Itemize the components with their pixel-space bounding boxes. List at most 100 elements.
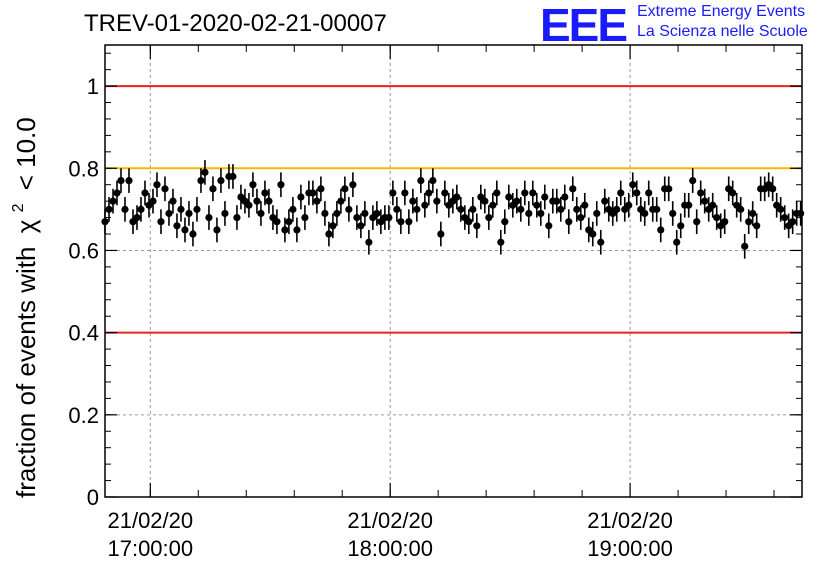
data-point xyxy=(565,218,573,226)
data-point xyxy=(281,226,289,234)
data-point xyxy=(137,205,145,213)
data-point xyxy=(217,177,225,185)
data-point xyxy=(545,222,553,230)
data-point xyxy=(593,209,601,218)
x-tick-label-date: 21/02/20 xyxy=(107,508,193,533)
data-point xyxy=(105,205,113,213)
x-tick-label-date: 21/02/20 xyxy=(347,508,433,533)
data-point xyxy=(249,181,257,189)
y-tick-label: 0 xyxy=(87,485,99,510)
y-axis-label-sup: 2 xyxy=(10,203,27,212)
data-point xyxy=(405,218,413,226)
data-point xyxy=(333,209,341,218)
axes: 0 0.2 0.4 0.6 0.8 1 21/02/20 17:00:00 21/02/20 18… xyxy=(68,45,802,561)
data-point xyxy=(141,189,149,197)
data-point xyxy=(485,213,493,222)
data-point xyxy=(789,218,797,226)
data-point xyxy=(721,218,729,226)
y-axis-label-chi: χ xyxy=(11,219,41,233)
data-point xyxy=(645,189,653,197)
data-point xyxy=(169,197,177,205)
data-point xyxy=(653,205,661,213)
data-point xyxy=(229,172,237,181)
logo-line-2: La Scienza nelle Scuole xyxy=(637,23,808,40)
data-point xyxy=(125,177,133,185)
data-point xyxy=(393,205,401,213)
data-point xyxy=(181,226,189,234)
data-point xyxy=(465,218,473,226)
data-point xyxy=(713,213,721,222)
data-point xyxy=(265,197,273,205)
x-tick-label-time: 17:00:00 xyxy=(107,536,193,561)
data-point xyxy=(749,209,757,218)
data-point xyxy=(689,177,697,185)
data-point xyxy=(693,218,701,226)
data-point xyxy=(421,201,429,209)
y-tick-label: 0.4 xyxy=(68,321,99,346)
data-point xyxy=(781,213,789,222)
data-point xyxy=(437,230,445,238)
data-point xyxy=(513,197,521,205)
data-point xyxy=(153,181,161,189)
data-point xyxy=(493,189,501,197)
data-point xyxy=(797,209,805,218)
logo-mark: EEE xyxy=(540,0,628,51)
data-point xyxy=(397,218,405,226)
data-point xyxy=(657,226,665,234)
data-point xyxy=(173,222,181,230)
data-point xyxy=(641,209,649,218)
data-point xyxy=(769,185,777,193)
data-point xyxy=(489,201,497,209)
data-point xyxy=(177,205,185,213)
data-point xyxy=(273,218,281,226)
data-point xyxy=(221,209,229,218)
data-point xyxy=(309,189,317,197)
data-point xyxy=(385,213,393,222)
data-point xyxy=(597,238,605,246)
data-point xyxy=(349,181,357,189)
data-point xyxy=(157,218,165,226)
data-point xyxy=(529,189,537,197)
y-axis-label-main: fraction of events with xyxy=(11,247,41,498)
data-point xyxy=(201,168,209,176)
data-point xyxy=(425,189,433,197)
data-point xyxy=(753,222,761,230)
data-point xyxy=(193,205,201,213)
data-point xyxy=(337,197,345,205)
data-point xyxy=(341,185,349,193)
data-point xyxy=(293,226,301,234)
data-point xyxy=(117,177,125,185)
data-point xyxy=(561,193,569,201)
data-point xyxy=(433,197,441,205)
data-point xyxy=(617,189,625,197)
data-point xyxy=(521,189,529,197)
data-point xyxy=(161,185,169,193)
x-tick-label-time: 18:00:00 xyxy=(347,536,433,561)
data-point xyxy=(325,230,333,238)
data-point xyxy=(345,205,353,213)
data-point xyxy=(777,205,785,213)
data-point xyxy=(457,205,465,213)
data-point xyxy=(557,205,565,213)
logo-line-1: Extreme Energy Events xyxy=(637,3,806,20)
data-point xyxy=(577,213,585,222)
data-point xyxy=(665,185,673,193)
data-point xyxy=(525,209,533,218)
data-point xyxy=(741,242,749,250)
data-point xyxy=(673,238,681,246)
data-point xyxy=(497,238,505,246)
data-point xyxy=(629,181,637,189)
x-tick-label-date: 21/02/20 xyxy=(587,508,673,533)
data-point xyxy=(729,189,737,197)
data-point xyxy=(257,209,265,218)
data-point xyxy=(709,201,717,209)
data-point xyxy=(569,185,577,193)
y-tick-label: 0.8 xyxy=(68,156,99,181)
data-point xyxy=(669,209,677,218)
data-point xyxy=(589,230,597,238)
data-point xyxy=(285,218,293,226)
data-point xyxy=(505,193,513,201)
data-point xyxy=(253,197,261,205)
data-point xyxy=(213,226,221,234)
